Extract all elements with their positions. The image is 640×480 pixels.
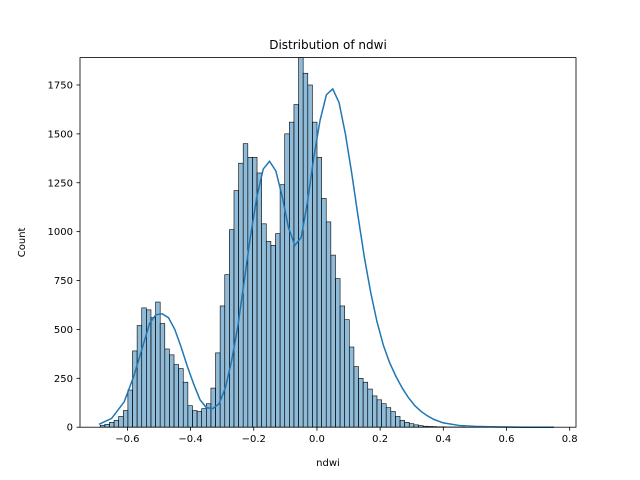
histogram-bar: [136, 325, 143, 428]
histogram-bar: [381, 403, 387, 428]
histogram-bar: [298, 57, 304, 428]
histogram-bar: [159, 323, 166, 428]
histogram-bar: [233, 190, 239, 428]
histogram-bar: [330, 254, 336, 428]
histogram-bar: [169, 354, 175, 428]
histogram-bar: [390, 411, 396, 428]
histogram-bar: [307, 84, 313, 428]
x-tick-label: 0.4: [435, 434, 451, 445]
histogram-bar: [118, 416, 124, 428]
histogram-bar: [339, 305, 345, 428]
histogram-bar: [182, 381, 189, 428]
x-tick-label: 0.2: [372, 434, 388, 445]
y-tick-label: 1250: [48, 178, 73, 189]
y-tick-label: 1750: [48, 80, 73, 91]
histogram-bar: [279, 184, 286, 428]
x-tick-label: −0.4: [178, 434, 202, 445]
histogram-bar: [353, 366, 359, 428]
histogram-bar: [284, 133, 290, 428]
histogram-bar: [127, 389, 133, 428]
histogram-bar: [196, 411, 202, 428]
histogram-bar: [164, 348, 170, 428]
y-tick-label: 250: [54, 374, 73, 385]
histogram-bar: [316, 157, 322, 428]
histogram-bar: [302, 72, 309, 428]
kde-line: [98, 87, 554, 428]
histogram-bar: [372, 395, 378, 428]
histogram-bar: [155, 301, 161, 428]
histogram-bar: [376, 399, 382, 428]
histogram-bar: [113, 420, 119, 428]
chart-title: Distribution of ndwi: [269, 38, 387, 52]
histogram-bar: [224, 274, 230, 428]
histogram-bar: [275, 233, 281, 428]
histogram-bar: [325, 221, 332, 428]
histogram-bar: [321, 198, 327, 428]
histogram-bar: [367, 388, 373, 428]
y-tick-label: 500: [54, 325, 73, 336]
y-tick-label: 1000: [48, 227, 73, 238]
histogram-bar: [178, 368, 184, 428]
histogram-bar: [261, 223, 267, 428]
x-tick-label: −0.6: [115, 434, 139, 445]
y-axis-label: Count: [17, 227, 28, 257]
histogram-bar: [348, 346, 355, 428]
histogram-bar: [408, 423, 415, 428]
histogram-bar: [293, 104, 299, 428]
histogram-bar: [395, 416, 401, 428]
histogram-bar: [173, 364, 179, 428]
x-tick-label: −0.2: [242, 434, 266, 445]
histogram-bar: [122, 410, 129, 428]
histogram-bar: [187, 405, 193, 428]
histogram-bar: [215, 352, 221, 428]
x-tick-label: 0.8: [562, 434, 578, 445]
histogram-bar: [109, 422, 115, 428]
histogram-bar: [229, 229, 235, 428]
x-axis-label: ndwi: [316, 458, 340, 469]
histogram-bar: [270, 245, 276, 428]
histogram-bar: [247, 157, 253, 428]
x-tick-label: 0.6: [499, 434, 515, 445]
histogram-bar: [132, 350, 138, 428]
histogram-bar: [404, 422, 410, 428]
histogram-bar: [289, 121, 295, 428]
histogram-bar: [150, 317, 156, 428]
y-tick-label: 1500: [48, 129, 73, 140]
y-tick-label: 0: [67, 423, 73, 434]
y-axis-ticks: 0 250 500 750 1000 1250 1500 1750: [48, 80, 80, 434]
histogram-bar: [201, 408, 207, 428]
histogram-bar: [335, 278, 341, 428]
histogram-bar: [104, 423, 110, 428]
histogram-bar: [192, 410, 198, 428]
histogram-bar: [219, 305, 226, 428]
histogram-bar: [358, 378, 364, 428]
histogram-bar: [344, 319, 350, 428]
x-tick-label: 0.0: [309, 434, 325, 445]
plot-frame: [79, 57, 577, 428]
histogram-bar: [256, 172, 262, 428]
histogram-bar: [385, 407, 392, 428]
histogram-bar: [265, 241, 272, 428]
y-tick-label: 750: [54, 276, 73, 287]
histogram-bar: [141, 307, 147, 428]
histogram-bar: [399, 420, 405, 428]
histogram-bar: [312, 121, 318, 428]
histogram-bar: [362, 381, 369, 428]
x-axis-ticks: −0.6 −0.4 −0.2 0.0 0.2 0.4 0.6 0.8: [115, 427, 578, 445]
